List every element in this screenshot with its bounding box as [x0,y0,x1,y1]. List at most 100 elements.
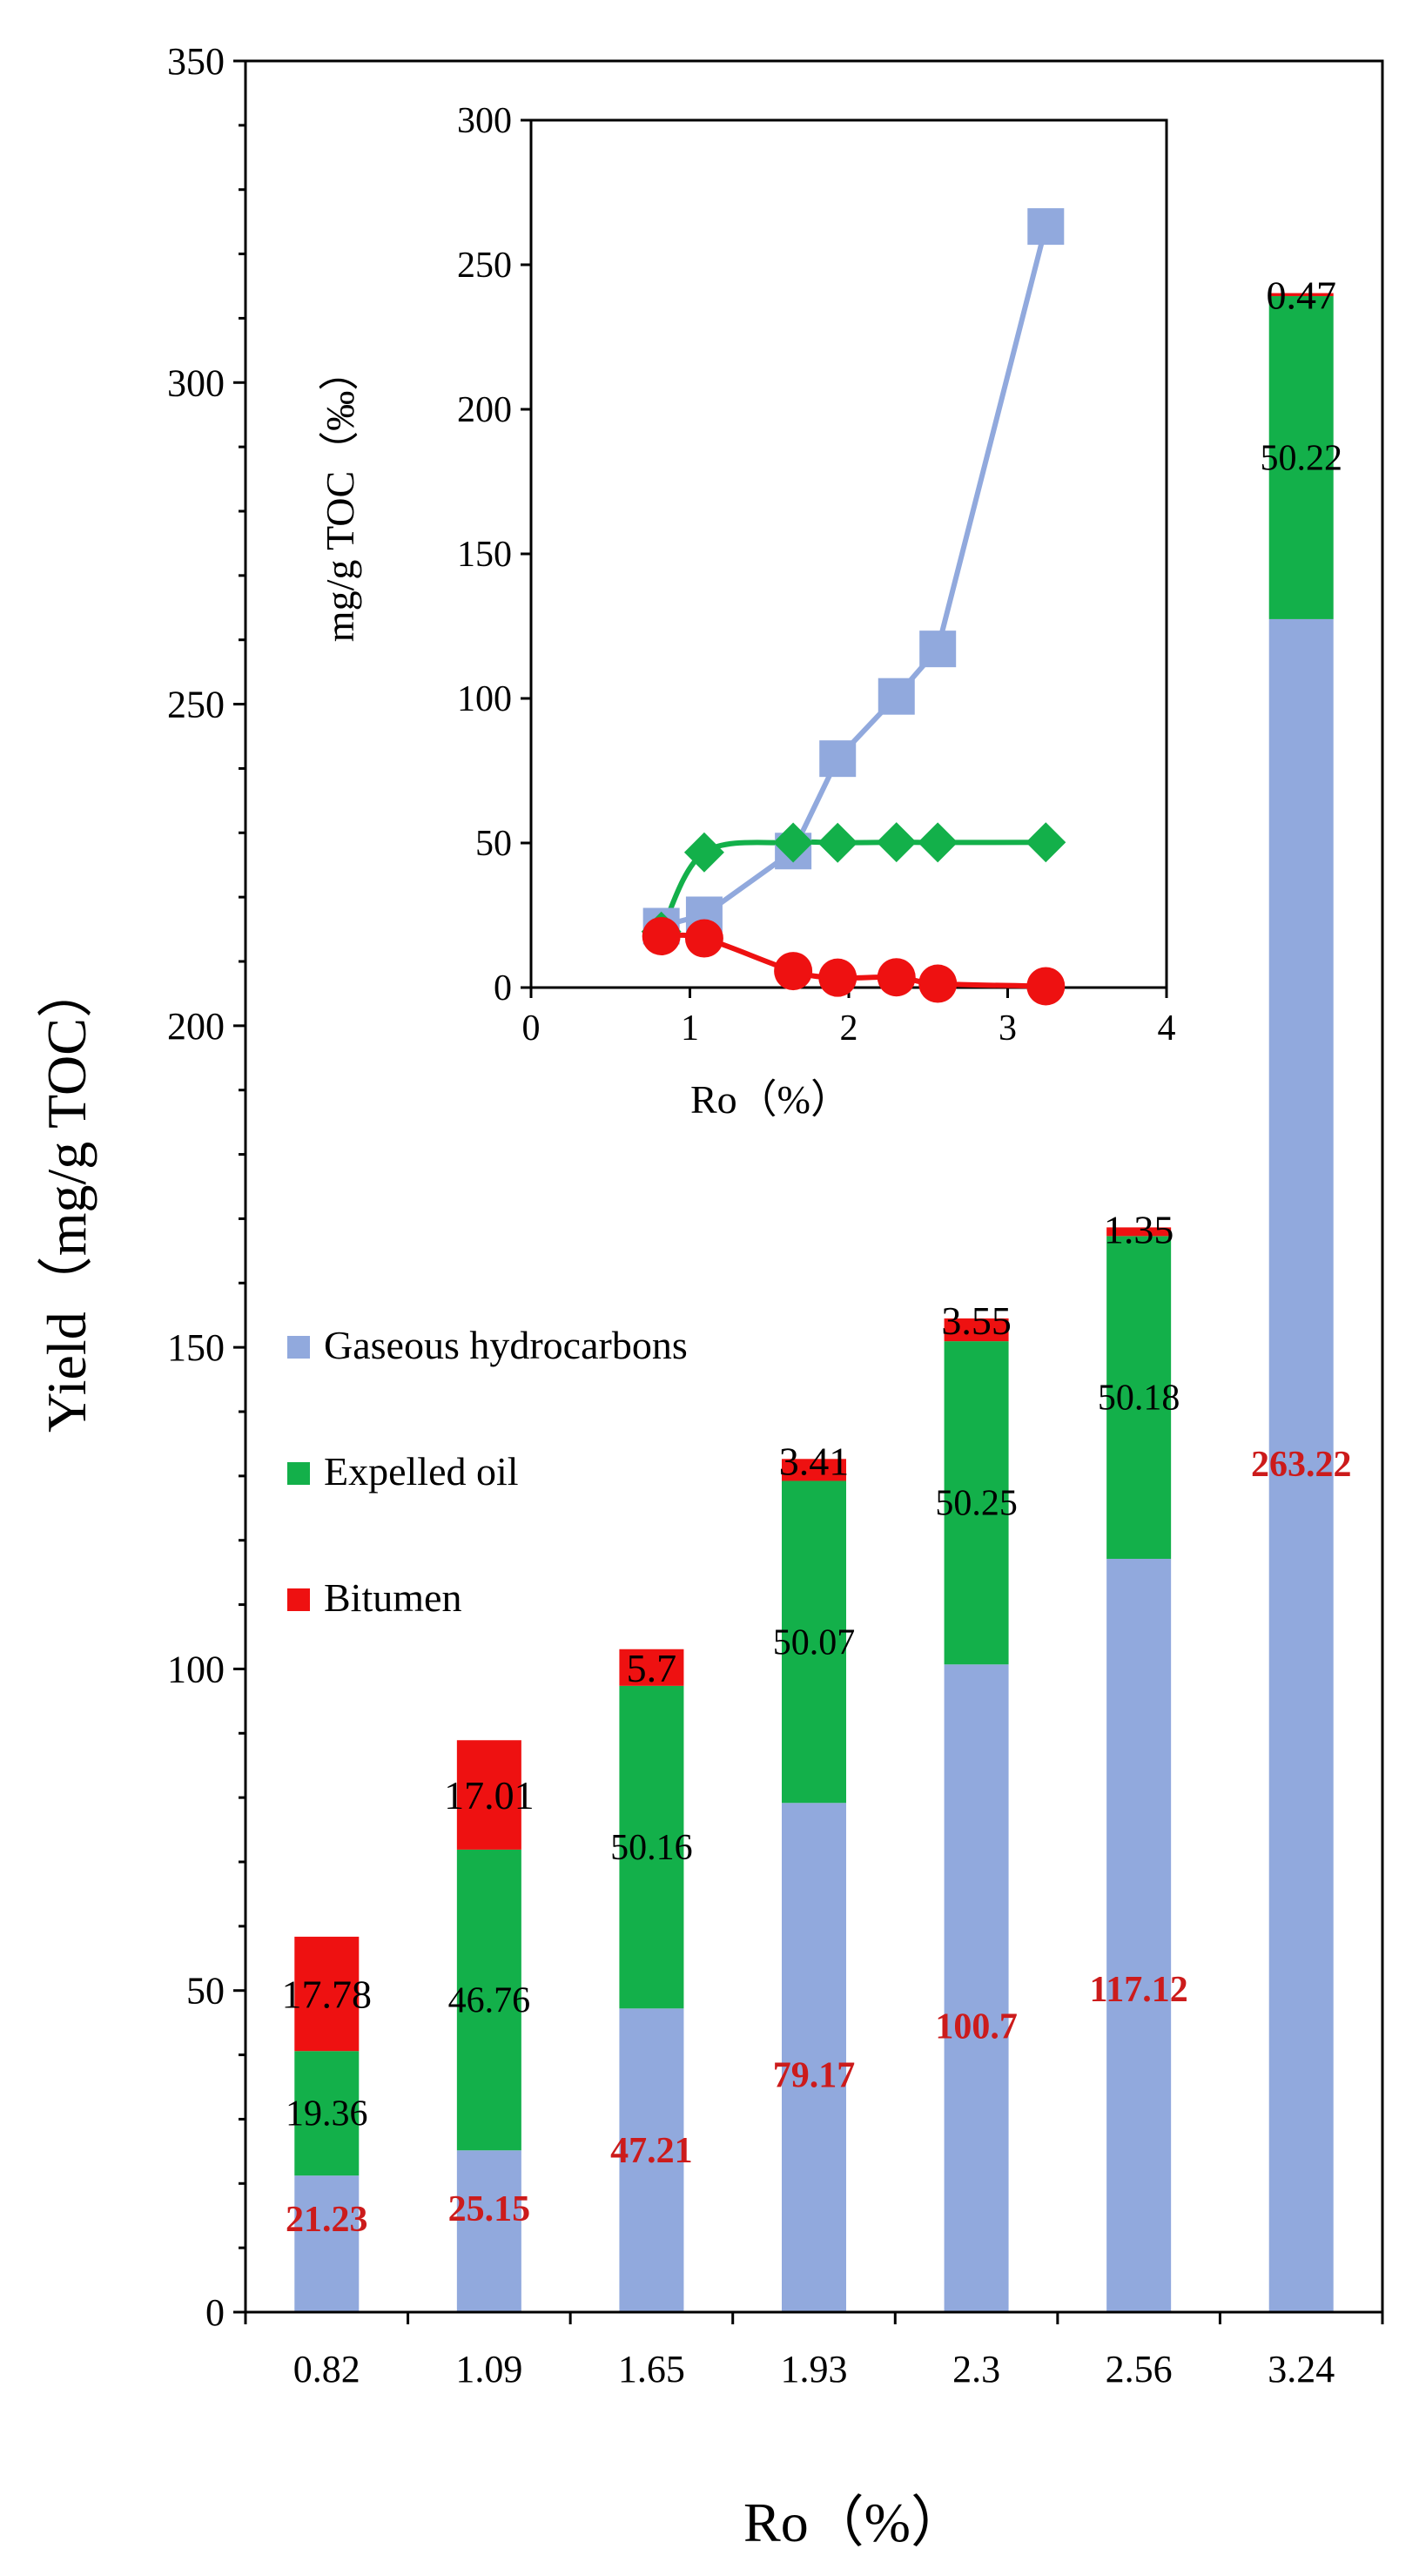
bar-segment-bitumen [782,1459,846,1481]
main-y-tick-label: 150 [167,1326,225,1369]
main-value-labels: 21.23 19.36 17.78 25.15 46.76 17.01 47.21 50.16… [282,273,1352,2241]
bitumen-value-label: 17.01 [444,1773,535,1817]
inset-x-tick-label: 0 [522,1008,541,1049]
bar-segment-bitumen [619,1649,684,1686]
bar-segment-expelled-oil [456,1849,521,2151]
main-y-tick-label: 100 [167,1648,225,1690]
inset-plot-frame [529,118,1168,989]
inset-y-tick-label: 0 [494,968,512,1008]
inset-marker-diamond [773,822,814,863]
inset-marker-circle [642,916,681,955]
bitumen-value-label: 0.47 [1266,273,1336,318]
inset-y-tick-label: 250 [457,246,512,286]
main-x-tick-label: 1.65 [618,2348,685,2391]
inset-marker-square [878,678,915,715]
bitumen-value-label: 3.55 [941,1298,1012,1343]
bar-segment-expelled-oil [944,1341,1009,1665]
main-x-tick-label: 1.93 [781,2348,848,2391]
inset-y-tick-label: 100 [457,679,512,719]
main-x-tick-label: 2.56 [1106,2348,1173,2391]
main-bars [294,293,1334,2312]
main-y-tick-label: 50 [186,1970,225,2013]
inset-y-tick-label: 200 [457,390,512,430]
inset-y-tick-label: 50 [475,824,512,864]
inset-y-axis-title: mg/g TOC（‰） [318,351,362,642]
gas-value-label: 79.17 [773,2055,856,2095]
bar-segment-expelled-oil [782,1480,846,1804]
bar-segment-bitumen [1106,1227,1172,1237]
inset-marker-square [819,740,857,778]
inset-x-tick-label: 1 [681,1008,699,1049]
legend: Gaseous hydrocarbons Expelled oil Bitumen [287,1323,688,1620]
inset-marker-square [919,631,957,668]
main-stacked-bar-chart: 21.23 19.36 17.78 25.15 46.76 17.01 47.21 50.16… [36,40,1384,2553]
inset-marker-diamond [817,822,858,863]
main-x-axis-title: Ro（%） [743,2492,966,2553]
inset-marker-circle [918,964,958,1003]
legend-swatch-expelled-oil [287,1462,310,1485]
bar-segment-expelled-oil [1106,1236,1172,1559]
oil-value-label: 50.25 [935,1484,1018,1524]
inset-marker-circle [877,958,916,997]
main-plot-frame [244,59,1384,2314]
inset-x-axis-title: Ro（%） [690,1077,851,1122]
gas-value-label: 21.23 [286,2200,368,2240]
inset-x-tick-label: 4 [1158,1008,1176,1049]
main-y-tick-label: 300 [167,361,225,404]
oil-value-label: 50.16 [610,1828,693,1868]
bar-segment-gaseous-hydrocarbons [944,1664,1009,2312]
inset-x-tick-label: 2 [840,1008,858,1049]
main-y-axis-title: Yield（mg/g TOC） [36,962,98,1433]
bitumen-value-label: 3.41 [779,1439,850,1483]
bar-segment-expelled-oil [294,2051,360,2176]
inset-marker-square [1027,208,1065,246]
oil-value-label: 50.07 [773,1622,856,1662]
bar-segment-gaseous-hydrocarbons [456,2150,521,2312]
inset-line-chart: 0 50 100 150 200 250 300 0 1 2 3 4 mg/g TOC（‰） Ro（%… [318,101,1176,1122]
legend-label: Gaseous hydrocarbons [324,1323,688,1367]
oil-value-label: 50.22 [1260,438,1342,478]
gas-value-label: 47.21 [610,2131,693,2171]
oil-value-label: 46.76 [448,1981,531,2021]
inset-marker-circle [1026,967,1066,1006]
legend-swatch-gaseous-hydrocarbons [287,1336,310,1359]
gas-value-label: 100.7 [935,2007,1018,2047]
bar-segment-bitumen [456,1740,521,1850]
main-x-tick-label: 1.09 [455,2348,522,2391]
legend-swatch-bitumen [287,1588,310,1611]
bar-segment-expelled-oil [619,1685,684,2009]
bar-segment-gaseous-hydrocarbons [1268,618,1334,2312]
main-y-tick-label: 350 [167,40,225,83]
bar-segment-gaseous-hydrocarbons [1106,1558,1172,2312]
main-y-tick-label: 0 [205,2291,225,2334]
gas-value-label: 117.12 [1090,1970,1188,2010]
inset-marker-circle [774,952,813,991]
main-x-tick-label: 3.24 [1268,2348,1335,2391]
main-x-tick-label: 2.3 [952,2348,1000,2391]
bar-segment-expelled-oil [1268,296,1334,619]
bar-segment-gaseous-hydrocarbons [782,1803,846,2312]
inset-y-tick-label: 150 [457,535,512,575]
main-y-tick-label: 200 [167,1005,225,1048]
inset-marker-diamond [1026,822,1066,863]
bar-segment-bitumen [294,1936,360,2052]
inset-marker-diamond [876,822,917,863]
inset-marker-circle [818,958,857,997]
gas-value-label: 263.22 [1251,1445,1352,1485]
legend-label: Expelled oil [324,1449,519,1494]
bitumen-value-label: 5.7 [627,1646,677,1690]
oil-value-label: 19.36 [286,2094,368,2134]
inset-marker-circle [684,919,723,958]
bitumen-value-label: 17.78 [282,1972,373,2017]
main-y-tick-label: 250 [167,684,225,726]
inset-y-tick-label: 300 [457,101,512,141]
bitumen-value-label: 1.35 [1104,1207,1174,1251]
inset-x-tick-label: 3 [999,1008,1017,1049]
bar-segment-gaseous-hydrocarbons [619,2008,684,2312]
oil-value-label: 50.18 [1098,1379,1180,1419]
inset-axes: 0 50 100 150 200 250 300 0 1 2 3 4 [457,101,1176,1049]
legend-label: Bitumen [324,1575,461,1620]
gas-value-label: 25.15 [448,2189,531,2229]
